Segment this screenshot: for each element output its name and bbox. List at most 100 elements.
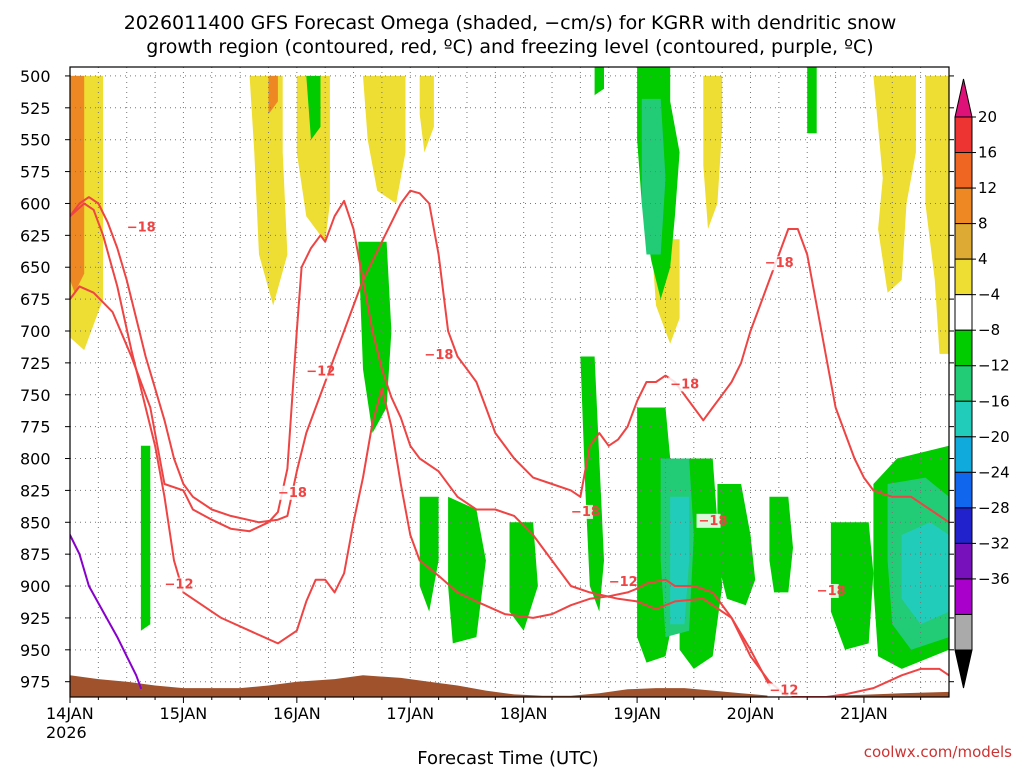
contour-label-bg (762, 256, 787, 271)
chart-title-line1: 2026011400 GFS Forecast Omega (shaded, −… (124, 12, 897, 34)
grid-lines (70, 67, 949, 697)
contour-label-bg (668, 377, 693, 392)
x-tick-label: 20JAN (727, 704, 775, 723)
colorbar-swatch (954, 329, 973, 367)
colorbar: 20 16 12 8 4 −4 −8 −12 −16 −20 −24 −28 −32 −36 (954, 78, 1010, 689)
colorbar-label: −36 (978, 570, 1010, 588)
y-tick-label: 600 (20, 194, 51, 213)
colorbar-swatch (954, 116, 973, 154)
colorbar-label: −32 (978, 534, 1010, 552)
contour--12 (70, 199, 949, 697)
omega-shade (580, 356, 604, 612)
colorbar-label: −4 (978, 286, 1000, 304)
colorbar-label: −12 (978, 357, 1010, 375)
omega-shade (268, 75, 278, 115)
contour-label-bg (767, 683, 792, 697)
contour-label-bg (568, 504, 593, 519)
omega-shade (901, 522, 949, 625)
y-tick-label: 950 (20, 641, 51, 660)
y-tick-label: 775 (20, 418, 51, 437)
omega-shade (670, 496, 690, 625)
colorbar-label: 8 (978, 215, 988, 233)
omega-shade (140, 445, 151, 631)
omega-shade (70, 75, 85, 293)
shaded-level--12-to--16 (670, 496, 949, 625)
x-tick-label: 16JAN (273, 704, 321, 723)
colorbar-swatch (954, 471, 973, 509)
y-tick-label: 625 (20, 226, 51, 245)
plot-frame (69, 66, 950, 698)
contour-label: −18 (699, 514, 728, 529)
colorbar-label: −16 (978, 392, 1010, 410)
y-tick-label: 750 (20, 386, 51, 405)
contour-label: −18 (424, 348, 453, 363)
contour-label-bg (422, 348, 447, 363)
omega-shade (296, 75, 330, 242)
colorbar-swatch (954, 223, 973, 260)
y-axis: 500 525 550 575 600 625 650 675 700 725 750 775 800 8… (20, 67, 954, 692)
contour-label-bg (814, 583, 839, 598)
shaded-level-4-to-8 (70, 75, 949, 354)
y-tick-label: 850 (20, 513, 51, 532)
y-tick-label: 575 (20, 163, 51, 182)
colorbar-swatch (954, 187, 973, 225)
contour-label: −12 (609, 575, 638, 590)
omega-shade (873, 75, 916, 293)
colorbar-swatch (954, 365, 973, 402)
omega-shade (717, 484, 756, 606)
contour-label: −18 (670, 377, 699, 392)
y-tick-label: 525 (20, 99, 51, 118)
omega-shade (830, 522, 874, 650)
x-tick-label: 19JAN (613, 704, 661, 723)
omega-shade (509, 522, 538, 631)
colorbar-label: −8 (978, 321, 1000, 339)
y-tick-label: 675 (20, 290, 51, 309)
colorbar-label: −20 (978, 428, 1010, 446)
colorbar-label: 20 (978, 108, 997, 126)
contour-label: −12 (769, 683, 798, 698)
colorbar-swatch (954, 400, 973, 438)
omega-shade (419, 496, 439, 612)
colorbar-swatch (954, 294, 973, 331)
colorbar-swatch (954, 258, 973, 296)
plot-area: −18 −12 −18 −12 −18 −18 −12 −18 −18 −18 −12 −18 (69, 66, 950, 698)
contour-freezing-level (70, 534, 142, 690)
x-tick-label: 15JAN (160, 704, 208, 723)
colorbar-bottom-triangle (954, 649, 973, 689)
contour-label: −12 (306, 365, 335, 380)
colorbar-label: −28 (978, 499, 1010, 517)
contour-label-bg (304, 364, 329, 379)
omega-shade (925, 75, 949, 354)
x-tick-label: 17JAN (386, 704, 434, 723)
contour-label: −18 (127, 221, 156, 236)
y-tick-label: 800 (20, 450, 51, 469)
y-tick-label: 825 (20, 481, 51, 500)
y-tick-label: 725 (20, 354, 51, 373)
x-tick-label: 18JAN (500, 704, 548, 723)
contour--12-lower- (70, 202, 771, 687)
contour-label-bg (696, 513, 721, 528)
contour--18 (70, 189, 949, 524)
contour-label: −18 (278, 486, 307, 501)
chart-title-line2: growth region (contoured, red, ºC) and f… (146, 36, 873, 58)
omega-shade (807, 67, 817, 134)
omega-shade (594, 67, 604, 96)
x-tick-label: 21JAN (840, 704, 888, 723)
shaded-level-12-to-16 (70, 75, 278, 293)
x-tick-label: 14JAN (46, 704, 94, 723)
colorbar-label: 16 (978, 144, 997, 162)
omega-shade (363, 75, 406, 204)
omega-shade (306, 75, 321, 140)
y-tick-label: 500 (20, 67, 51, 86)
plot-inner: −18 −12 −18 −12 −18 −18 −12 −18 −18 −18 −12 −18 (70, 67, 949, 698)
x-axis-label: Forecast Time (UTC) (417, 748, 598, 768)
y-tick-label: 875 (20, 545, 51, 564)
contour-label-bg (162, 577, 187, 592)
colorbar-label: 4 (978, 250, 988, 268)
colorbar-swatch (954, 578, 973, 615)
contour-label: −18 (817, 584, 846, 599)
omega-shade (448, 496, 486, 644)
y-tick-label: 900 (20, 577, 51, 596)
